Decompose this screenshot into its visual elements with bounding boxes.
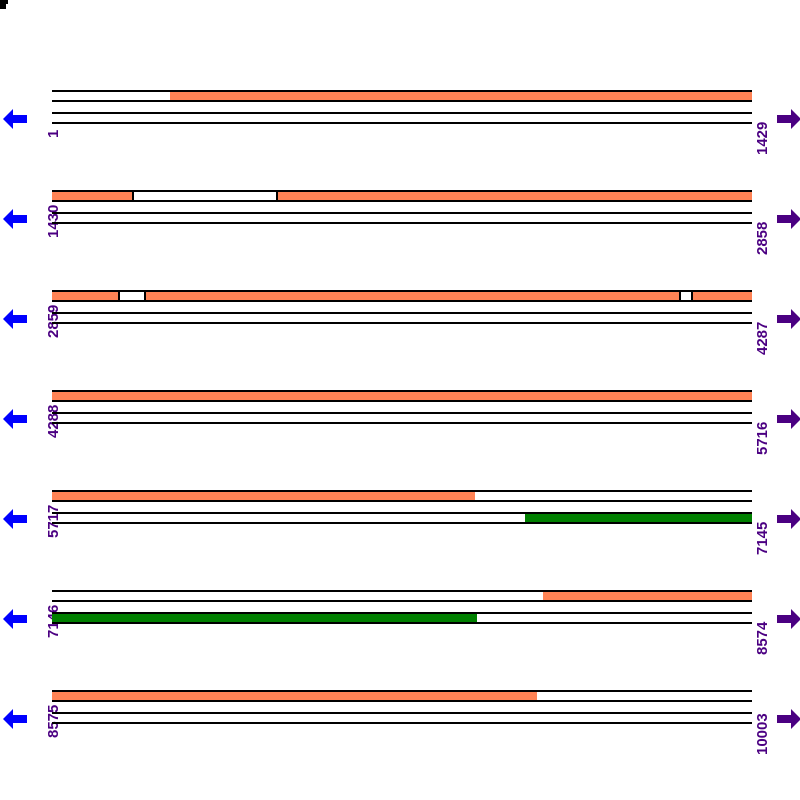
arrow-right-icon — [777, 509, 800, 529]
corner-crop-mark — [0, 0, 8, 9]
arrow-left-icon — [3, 309, 27, 329]
alignment-track-bottom — [52, 512, 752, 524]
alignment-track-top — [52, 590, 752, 602]
arrow-right-icon — [777, 609, 800, 629]
alignment-track-bottom — [52, 212, 752, 224]
alignment-track-top — [52, 490, 752, 502]
alignment-track-top — [52, 690, 752, 702]
alignment-block[interactable] — [170, 92, 752, 100]
reverse-strand-arrow[interactable] — [2, 406, 32, 432]
alignment-block[interactable] — [52, 192, 752, 200]
reverse-strand-arrow[interactable] — [2, 306, 32, 332]
alignment-track-bottom — [52, 112, 752, 124]
segment-end-coordinate: 7145 — [754, 521, 771, 555]
segment-end-coordinate: 5716 — [754, 421, 771, 455]
reverse-strand-arrow[interactable] — [2, 206, 32, 232]
reverse-strand-arrow[interactable] — [2, 506, 32, 532]
alignment-block[interactable] — [52, 692, 537, 700]
alignment-block[interactable] — [543, 592, 752, 600]
alignment-gap[interactable] — [118, 290, 146, 302]
arrow-right-icon — [777, 409, 800, 429]
arrow-right-icon — [777, 709, 800, 729]
alignment-track-bottom — [52, 312, 752, 324]
segment-row: 1430 2858 — [0, 190, 800, 290]
arrow-left-icon — [3, 609, 27, 629]
segment-row: 2859 4287 — [0, 290, 800, 390]
alignment-block[interactable] — [525, 514, 752, 522]
alignment-track-top — [52, 390, 752, 402]
alignment-block[interactable] — [52, 392, 752, 400]
arrow-left-icon — [3, 509, 27, 529]
segment-row: 71468574 — [0, 590, 800, 690]
segment-end-coordinate: 10003 — [754, 713, 771, 755]
segment-end-coordinate: 8574 — [754, 621, 771, 655]
segment-row: 5717 7145 — [0, 490, 800, 590]
arrow-right-icon — [777, 209, 800, 229]
alignment-block[interactable] — [52, 614, 477, 622]
alignment-track-bottom — [52, 612, 752, 624]
segment-end-coordinate: 4287 — [754, 321, 771, 355]
alignment-track-top — [52, 90, 752, 102]
segment-end-coordinate: 1429 — [754, 121, 771, 155]
arrow-right-icon — [777, 109, 800, 129]
alignment-track-bottom — [52, 712, 752, 724]
segment-row: 4288 5716 — [0, 390, 800, 490]
arrow-left-icon — [3, 209, 27, 229]
alignment-gap[interactable] — [679, 290, 693, 302]
arrow-right-icon — [777, 309, 800, 329]
forward-strand-arrow[interactable] — [776, 406, 800, 432]
alignment-track-bottom — [52, 412, 752, 424]
forward-strand-arrow[interactable] — [776, 106, 800, 132]
segment-end-coordinate: 2858 — [754, 221, 771, 255]
segment-row: 1 1429 — [0, 90, 800, 190]
reverse-strand-arrow[interactable] — [2, 606, 32, 632]
forward-strand-arrow[interactable] — [776, 206, 800, 232]
arrow-left-icon — [3, 109, 27, 129]
alignment-track-top — [52, 190, 752, 202]
segment-row: 8575 10003 — [0, 690, 800, 790]
forward-strand-arrow[interactable] — [776, 306, 800, 332]
arrow-left-icon — [3, 709, 27, 729]
forward-strand-arrow[interactable] — [776, 506, 800, 532]
reverse-strand-arrow[interactable] — [2, 106, 32, 132]
alignment-block[interactable] — [52, 292, 752, 300]
alignment-block[interactable] — [52, 492, 475, 500]
arrow-left-icon — [3, 409, 27, 429]
alignment-gap[interactable] — [132, 190, 278, 202]
forward-strand-arrow[interactable] — [776, 706, 800, 732]
reverse-strand-arrow[interactable] — [2, 706, 32, 732]
forward-strand-arrow[interactable] — [776, 606, 800, 632]
alignment-track-top — [52, 290, 752, 302]
